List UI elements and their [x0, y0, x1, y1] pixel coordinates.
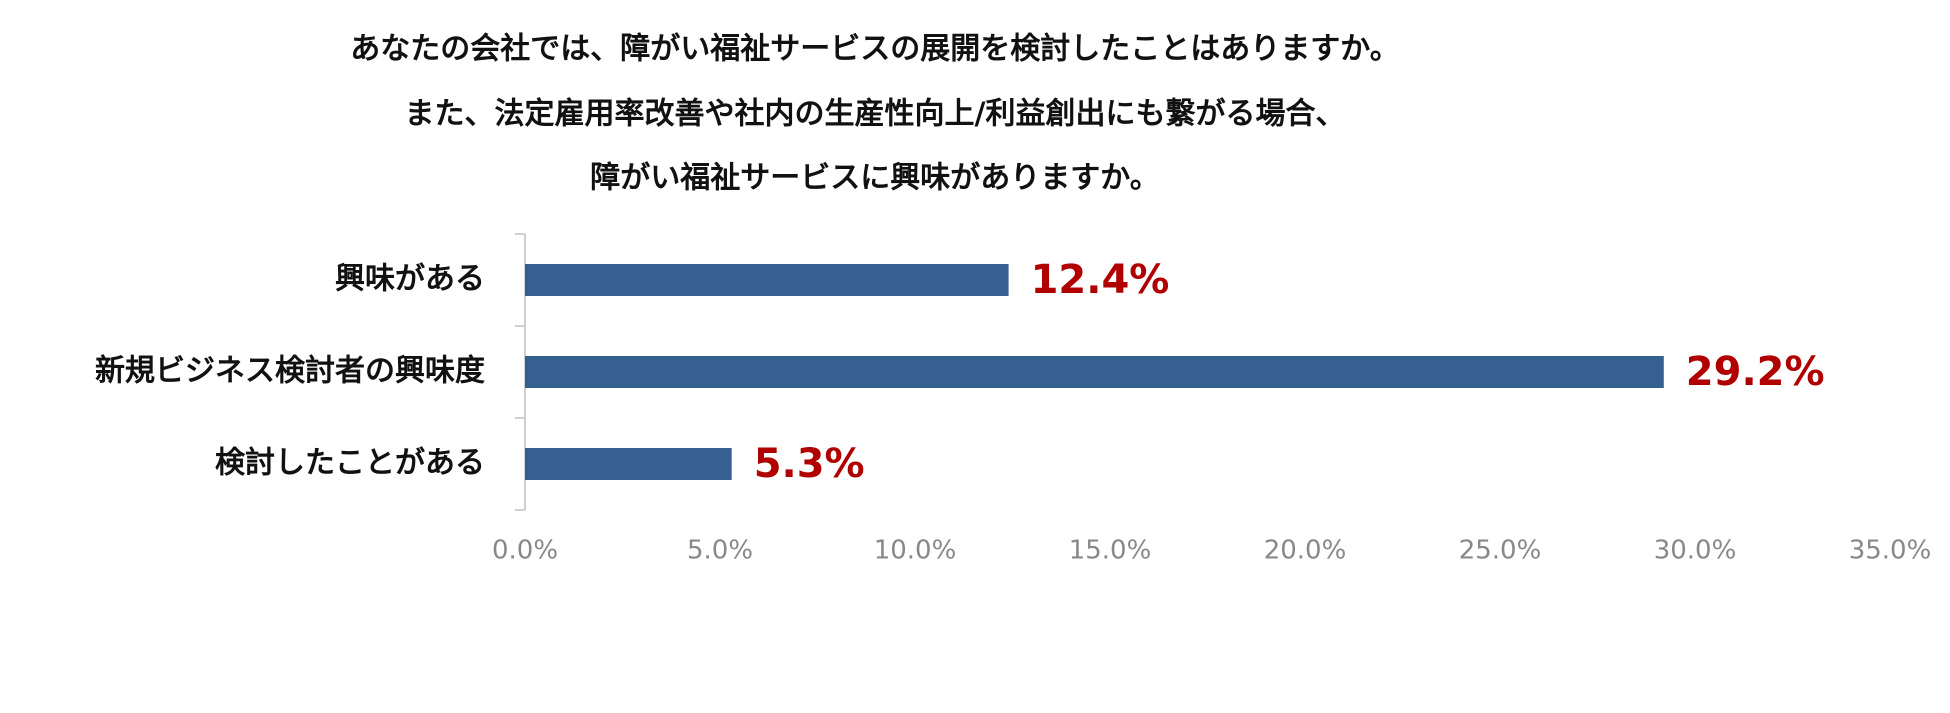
y-tick-label: 新規ビジネス検討者の興味度	[95, 354, 485, 389]
x-tick-label: 35.0%	[1849, 536, 1932, 566]
x-tick-label: 25.0%	[1459, 536, 1542, 566]
bar	[525, 448, 732, 480]
x-tick-label: 15.0%	[1069, 536, 1152, 566]
y-tick-label: 興味がある	[335, 262, 485, 297]
data-label: 12.4%	[1031, 257, 1170, 303]
y-tick-label: 検討したことがある	[215, 446, 485, 481]
data-label: 5.3%	[754, 441, 865, 487]
x-tick-label: 20.0%	[1264, 536, 1347, 566]
bar	[525, 264, 1009, 296]
chart-title: また、法定雇用率改善や社内の生産性向上/利益創出にも繋がる場合、	[405, 97, 1346, 132]
data-label: 29.2%	[1686, 349, 1825, 395]
chart-title: 障がい福祉サービスに興味がありますか。	[590, 161, 1159, 196]
x-tick-label: 5.0%	[687, 536, 753, 566]
bar	[525, 356, 1664, 388]
chart-title: あなたの会社では、障がい福祉サービスの展開を検討したことはありますか。	[350, 32, 1399, 67]
x-tick-label: 0.0%	[492, 536, 558, 566]
x-tick-label: 10.0%	[874, 536, 957, 566]
x-tick-label: 30.0%	[1654, 536, 1737, 566]
